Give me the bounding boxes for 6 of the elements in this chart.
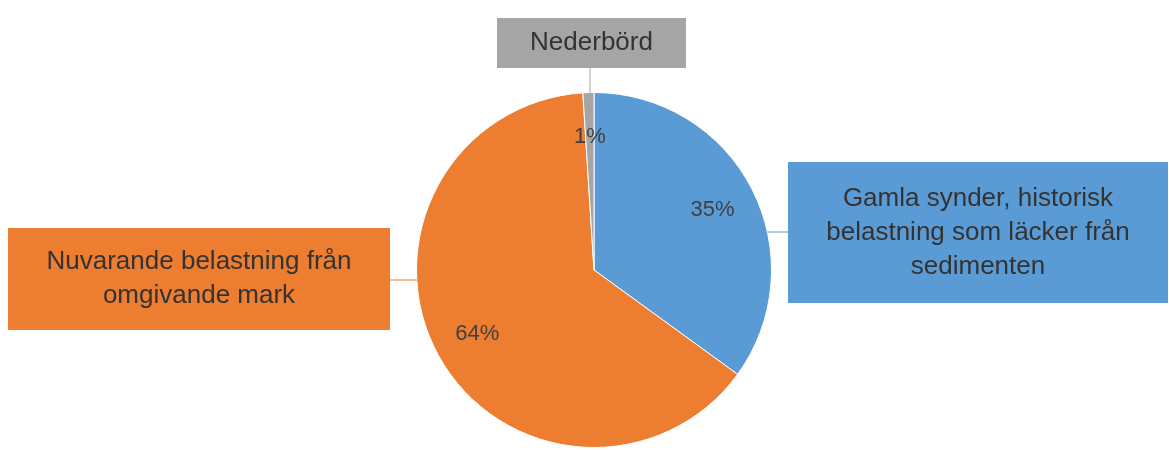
legend-label: Nuvarande belastning från omgivande mark: [46, 245, 352, 310]
slice-label: Nederbörd: [530, 26, 653, 57]
data-label: 35%: [690, 195, 735, 221]
data-label: 64%: [455, 320, 500, 346]
data-label: 1%: [573, 123, 606, 148]
slice-label: Gamla synder, historisk belastning som läcker från sedimenten: [826, 181, 1130, 280]
